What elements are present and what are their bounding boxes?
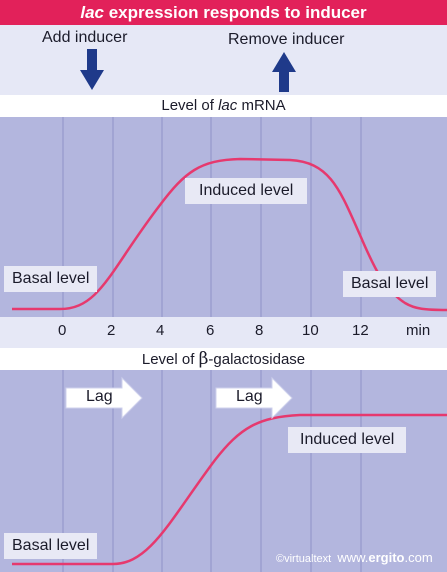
basal-level-left-label: Basal level (4, 266, 98, 292)
diagram-title: lac expression responds to inducer (0, 0, 447, 25)
induced-level-label: Induced level (185, 178, 308, 204)
arrow-down-icon (80, 49, 104, 90)
tick-label-6: 6 (206, 322, 215, 339)
galactosidase-basal-level-label: Basal level (4, 533, 98, 559)
mrna-level-curve (12, 157, 447, 312)
galactosidase-label-prefix: Level of (141, 351, 199, 368)
credit-site-name: ergito (368, 550, 405, 565)
lag-label-1: Lag (86, 388, 113, 405)
tick-label-12: 12 (352, 322, 369, 339)
time-axis-strip (0, 317, 447, 348)
arrow-up-icon (272, 52, 296, 92)
credit-copyright: ©virtualtext (276, 553, 332, 565)
tick-label-4: 4 (156, 322, 165, 339)
lag-label-2: Lag (236, 388, 263, 405)
remove-inducer-label: Remove inducer (228, 31, 345, 48)
galactosidase-induced-level-label: Induced level (288, 427, 407, 453)
arrow-right-icon (65, 376, 143, 420)
mrna-label-prefix: Level of (161, 97, 219, 114)
credit-www: www. (337, 550, 369, 565)
credit-tld: .com (404, 550, 433, 565)
mrna-gridlines (62, 117, 362, 317)
mrna-panel-label: Level of lac mRNA (0, 95, 447, 117)
tick-label-0: 0 (58, 322, 67, 339)
add-inducer-label: Add inducer (42, 29, 128, 46)
title-em: lac (80, 3, 104, 22)
galactosidase-label-beta: β (198, 349, 209, 369)
basal-level-right-label: Basal level (343, 271, 437, 297)
tick-label-10: 10 (302, 322, 319, 339)
title-rest: expression responds to inducer (104, 3, 367, 22)
galactosidase-label-suffix: -galactosidase (208, 351, 306, 368)
time-unit-label: min (406, 322, 431, 339)
galactosidase-panel-label: Level of β-galactosidase (0, 348, 447, 370)
galactosidase-level-curve (12, 413, 447, 566)
tick-label-2: 2 (107, 322, 116, 339)
arrow-right-icon (215, 376, 293, 420)
mrna-label-suffix: mRNA (237, 97, 286, 114)
event-zone (0, 25, 447, 95)
mrna-label-em: lac (218, 97, 238, 114)
credit-watermark: ©virtualtext www.ergito.com (276, 550, 433, 565)
tick-label-8: 8 (255, 322, 264, 339)
